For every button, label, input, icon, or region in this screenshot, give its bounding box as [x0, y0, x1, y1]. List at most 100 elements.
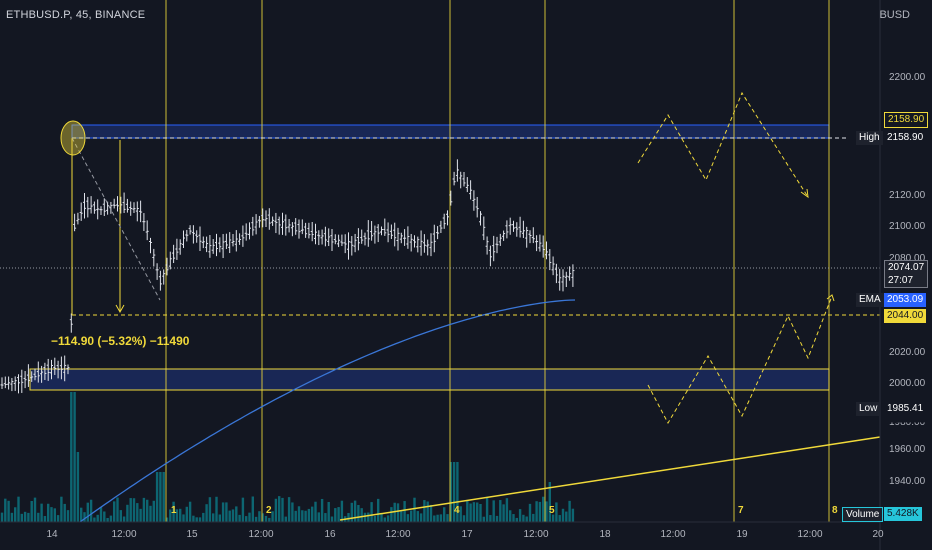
volume-bar	[472, 502, 476, 522]
price-tick: 2080.00	[889, 253, 926, 264]
volume-bar	[116, 497, 119, 522]
volume-bar	[363, 512, 367, 522]
volume-bar	[50, 507, 53, 522]
volume-bar	[33, 497, 37, 522]
volume-bar	[109, 515, 113, 522]
volume-bar	[413, 497, 416, 522]
time-tick: 20	[872, 529, 884, 540]
volume-bar	[185, 506, 188, 522]
volume-bar	[459, 506, 462, 522]
volume-bar	[439, 514, 443, 522]
volume-bar	[83, 512, 86, 522]
high-label-badge: High	[856, 131, 883, 145]
volume-bar	[268, 517, 271, 522]
volume-bar	[251, 496, 254, 522]
volume-bar	[152, 500, 155, 522]
volume-bar	[215, 496, 218, 522]
volume-bar	[426, 501, 429, 522]
ema-label-badge: EMA	[856, 293, 884, 307]
volume-bar	[37, 512, 40, 522]
volume-bar	[287, 497, 291, 522]
volume-bar	[89, 499, 93, 522]
volume-bar	[43, 516, 47, 522]
volume-bar	[446, 514, 449, 522]
high-value-badge: 2158.90	[884, 131, 927, 145]
price-tick: 1940.00	[889, 476, 926, 487]
volume-bar	[235, 506, 238, 522]
volume-bar	[297, 506, 301, 522]
zones	[29, 124, 830, 391]
highlight-ellipse	[60, 120, 86, 156]
volume-bar	[245, 516, 248, 522]
volume-bar	[469, 503, 472, 522]
volume-bar	[317, 512, 320, 522]
volume-bar	[551, 514, 555, 522]
volume-bar	[482, 516, 485, 522]
volume-bar	[443, 507, 446, 522]
volume-bar	[330, 516, 334, 522]
vertical-marker-label: 8	[832, 505, 838, 516]
volume-bar	[561, 508, 565, 522]
volume-bar	[139, 508, 142, 522]
time-tick: 12:00	[248, 529, 274, 540]
vertical-marker-label: 4	[454, 505, 460, 516]
volume-bar	[436, 514, 439, 522]
volume-bar	[396, 503, 400, 522]
volume-bar	[456, 462, 459, 522]
volume-bar	[476, 502, 479, 522]
volume-bar	[60, 496, 63, 522]
volume-bar	[505, 498, 509, 522]
trend-dashed-line	[71, 137, 161, 301]
volume-bar	[172, 501, 175, 522]
symbol-title[interactable]: ETHBUSD.P, 45, BINANCE	[6, 9, 146, 21]
volume-bar	[284, 516, 287, 522]
time-tick: 12:00	[660, 529, 686, 540]
volume-bar	[278, 496, 281, 522]
volume-bar	[175, 509, 179, 522]
volume-bar	[383, 517, 386, 522]
volume-bar	[304, 510, 307, 522]
time-tick: 17	[461, 529, 473, 540]
volume-bar	[301, 510, 304, 522]
volume-bar	[525, 516, 528, 522]
rising-trend-line	[339, 436, 881, 521]
volume-bar	[433, 515, 436, 522]
volume-bar	[528, 503, 532, 522]
volume-bar	[73, 392, 76, 522]
volume-bar	[518, 509, 522, 522]
volume-bar	[353, 500, 357, 522]
volume-bar	[258, 511, 261, 522]
time-tick: 15	[186, 529, 198, 540]
volume-bar	[159, 472, 162, 522]
volume-bar	[367, 512, 370, 522]
volume-bar	[76, 452, 80, 522]
volume-bar	[548, 482, 551, 522]
low-label-badge: Low	[856, 402, 881, 416]
volume-bar	[386, 515, 390, 522]
volume-bar	[350, 502, 353, 522]
vertical-marker-label: 5	[549, 505, 555, 516]
time-tick: 12:00	[797, 529, 823, 540]
support-zone	[29, 368, 830, 391]
volume-bar	[377, 498, 380, 522]
volume-bar	[502, 504, 505, 522]
countdown-badge: 27:07	[884, 274, 928, 288]
vertical-time-lines	[165, 0, 830, 522]
volume-bar	[522, 514, 525, 522]
drawings	[0, 91, 881, 521]
volume-bar	[393, 502, 396, 522]
volume-bar	[96, 514, 99, 522]
volume-bar	[565, 511, 568, 522]
volume-bar	[228, 510, 231, 522]
volume-bar	[360, 508, 363, 522]
volume-bar	[188, 501, 192, 522]
volume-bar	[4, 498, 7, 522]
volume-bar	[212, 513, 215, 522]
volume-bar	[202, 512, 205, 522]
price-tick-partial: 1980.00	[889, 417, 926, 429]
low-value-badge: 1985.41	[884, 402, 927, 416]
volume-value-badge: 5.428K	[884, 507, 922, 521]
measurement-label: −114.90 (−5.32%) −11490	[51, 334, 190, 348]
vertical-marker-label: 7	[738, 505, 744, 516]
